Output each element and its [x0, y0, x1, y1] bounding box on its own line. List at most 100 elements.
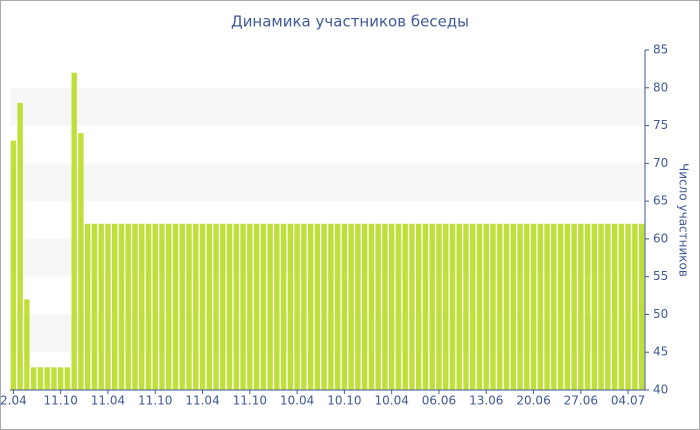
x-tick-label: 04.07: [611, 394, 645, 408]
bar: [112, 223, 118, 390]
bar: [632, 223, 638, 390]
y-tick-label: 45: [653, 345, 668, 359]
bar: [118, 223, 125, 390]
bar: [280, 223, 287, 390]
bar: [37, 367, 44, 390]
bar: [334, 223, 341, 390]
bar: [578, 223, 584, 390]
bar: [355, 223, 361, 390]
bar: [564, 223, 571, 390]
bar: [443, 223, 449, 390]
y-tick-label: 75: [653, 118, 668, 132]
x-tick-label: 11.10: [43, 394, 77, 408]
bar: [361, 223, 368, 390]
bar: [584, 223, 591, 390]
bar: [226, 223, 233, 390]
bar: [253, 223, 260, 390]
x-tick-label: 06.06: [422, 394, 456, 408]
bar: [328, 223, 334, 390]
bar: [186, 223, 192, 390]
bar: [206, 223, 212, 390]
bar: [17, 102, 23, 390]
x-tick-label: 11.04: [91, 394, 125, 408]
bar: [172, 223, 179, 390]
x-tick-label: 20.06: [516, 394, 550, 408]
bar: [98, 223, 104, 390]
bar: [510, 223, 516, 390]
bar: [463, 223, 469, 390]
x-tick-label: 13.06: [469, 394, 503, 408]
y-tick-label: 65: [653, 194, 668, 208]
bar: [240, 223, 246, 390]
bar: [503, 223, 510, 390]
x-tick-label: 10.04: [280, 394, 314, 408]
bar: [159, 223, 165, 390]
x-tick-label: 11.10: [138, 394, 172, 408]
x-tick-label: 2.04: [0, 394, 27, 408]
bar: [233, 223, 240, 390]
bar: [260, 223, 267, 390]
bar: [274, 223, 280, 390]
y-tick-label: 40: [653, 383, 668, 397]
bar: [57, 367, 64, 390]
bar: [456, 223, 462, 390]
bar: [571, 223, 577, 390]
bar: [382, 223, 388, 390]
bar: [557, 223, 564, 390]
bar: [476, 223, 483, 390]
bar: [125, 223, 131, 390]
bar: [267, 223, 273, 390]
bar: [422, 223, 429, 390]
bar: [375, 223, 381, 390]
bar: [470, 223, 476, 390]
bar: [44, 367, 50, 390]
bar: [51, 367, 57, 390]
bar: [247, 223, 253, 390]
x-tick-label: 11.04: [185, 394, 219, 408]
bar: [179, 223, 185, 390]
bar: [429, 223, 435, 390]
y-tick-label: 80: [653, 80, 668, 94]
y-tick-label: 50: [653, 307, 668, 321]
x-tick-label: 10.10: [327, 394, 361, 408]
y-tick-label: 60: [653, 231, 668, 245]
bar: [605, 223, 611, 390]
bar: [638, 223, 645, 390]
x-tick-label: 11.10: [233, 394, 267, 408]
y-axis-label: Число участников: [677, 163, 691, 277]
bar: [64, 367, 71, 390]
grid-band: [10, 87, 645, 126]
bar: [483, 223, 489, 390]
bar: [551, 223, 557, 390]
bar: [524, 223, 530, 390]
chart-title: Динамика участников беседы: [231, 13, 469, 31]
bar: [132, 223, 138, 390]
bar: [497, 223, 503, 390]
bar: [166, 223, 172, 390]
bar: [409, 223, 415, 390]
bar: [294, 223, 300, 390]
bar: [307, 223, 314, 390]
bar: [490, 223, 496, 390]
bar: [287, 223, 294, 390]
grid-band: [10, 163, 645, 202]
bar: [436, 223, 442, 390]
bar: [341, 223, 348, 390]
y-tick-label: 70: [653, 156, 668, 170]
bar: [220, 223, 226, 390]
bar: [321, 223, 327, 390]
bar: [105, 223, 111, 390]
bar: [530, 223, 537, 390]
bar: [618, 223, 625, 390]
bar: [395, 223, 402, 390]
bar: [611, 223, 618, 390]
bar: [78, 133, 84, 390]
bar: [213, 223, 219, 390]
bar: [598, 223, 604, 390]
bar: [402, 223, 408, 390]
bar: [348, 223, 354, 390]
y-tick-label: 85: [653, 43, 668, 57]
bar: [314, 223, 321, 390]
x-tick-label: 10.04: [374, 394, 408, 408]
